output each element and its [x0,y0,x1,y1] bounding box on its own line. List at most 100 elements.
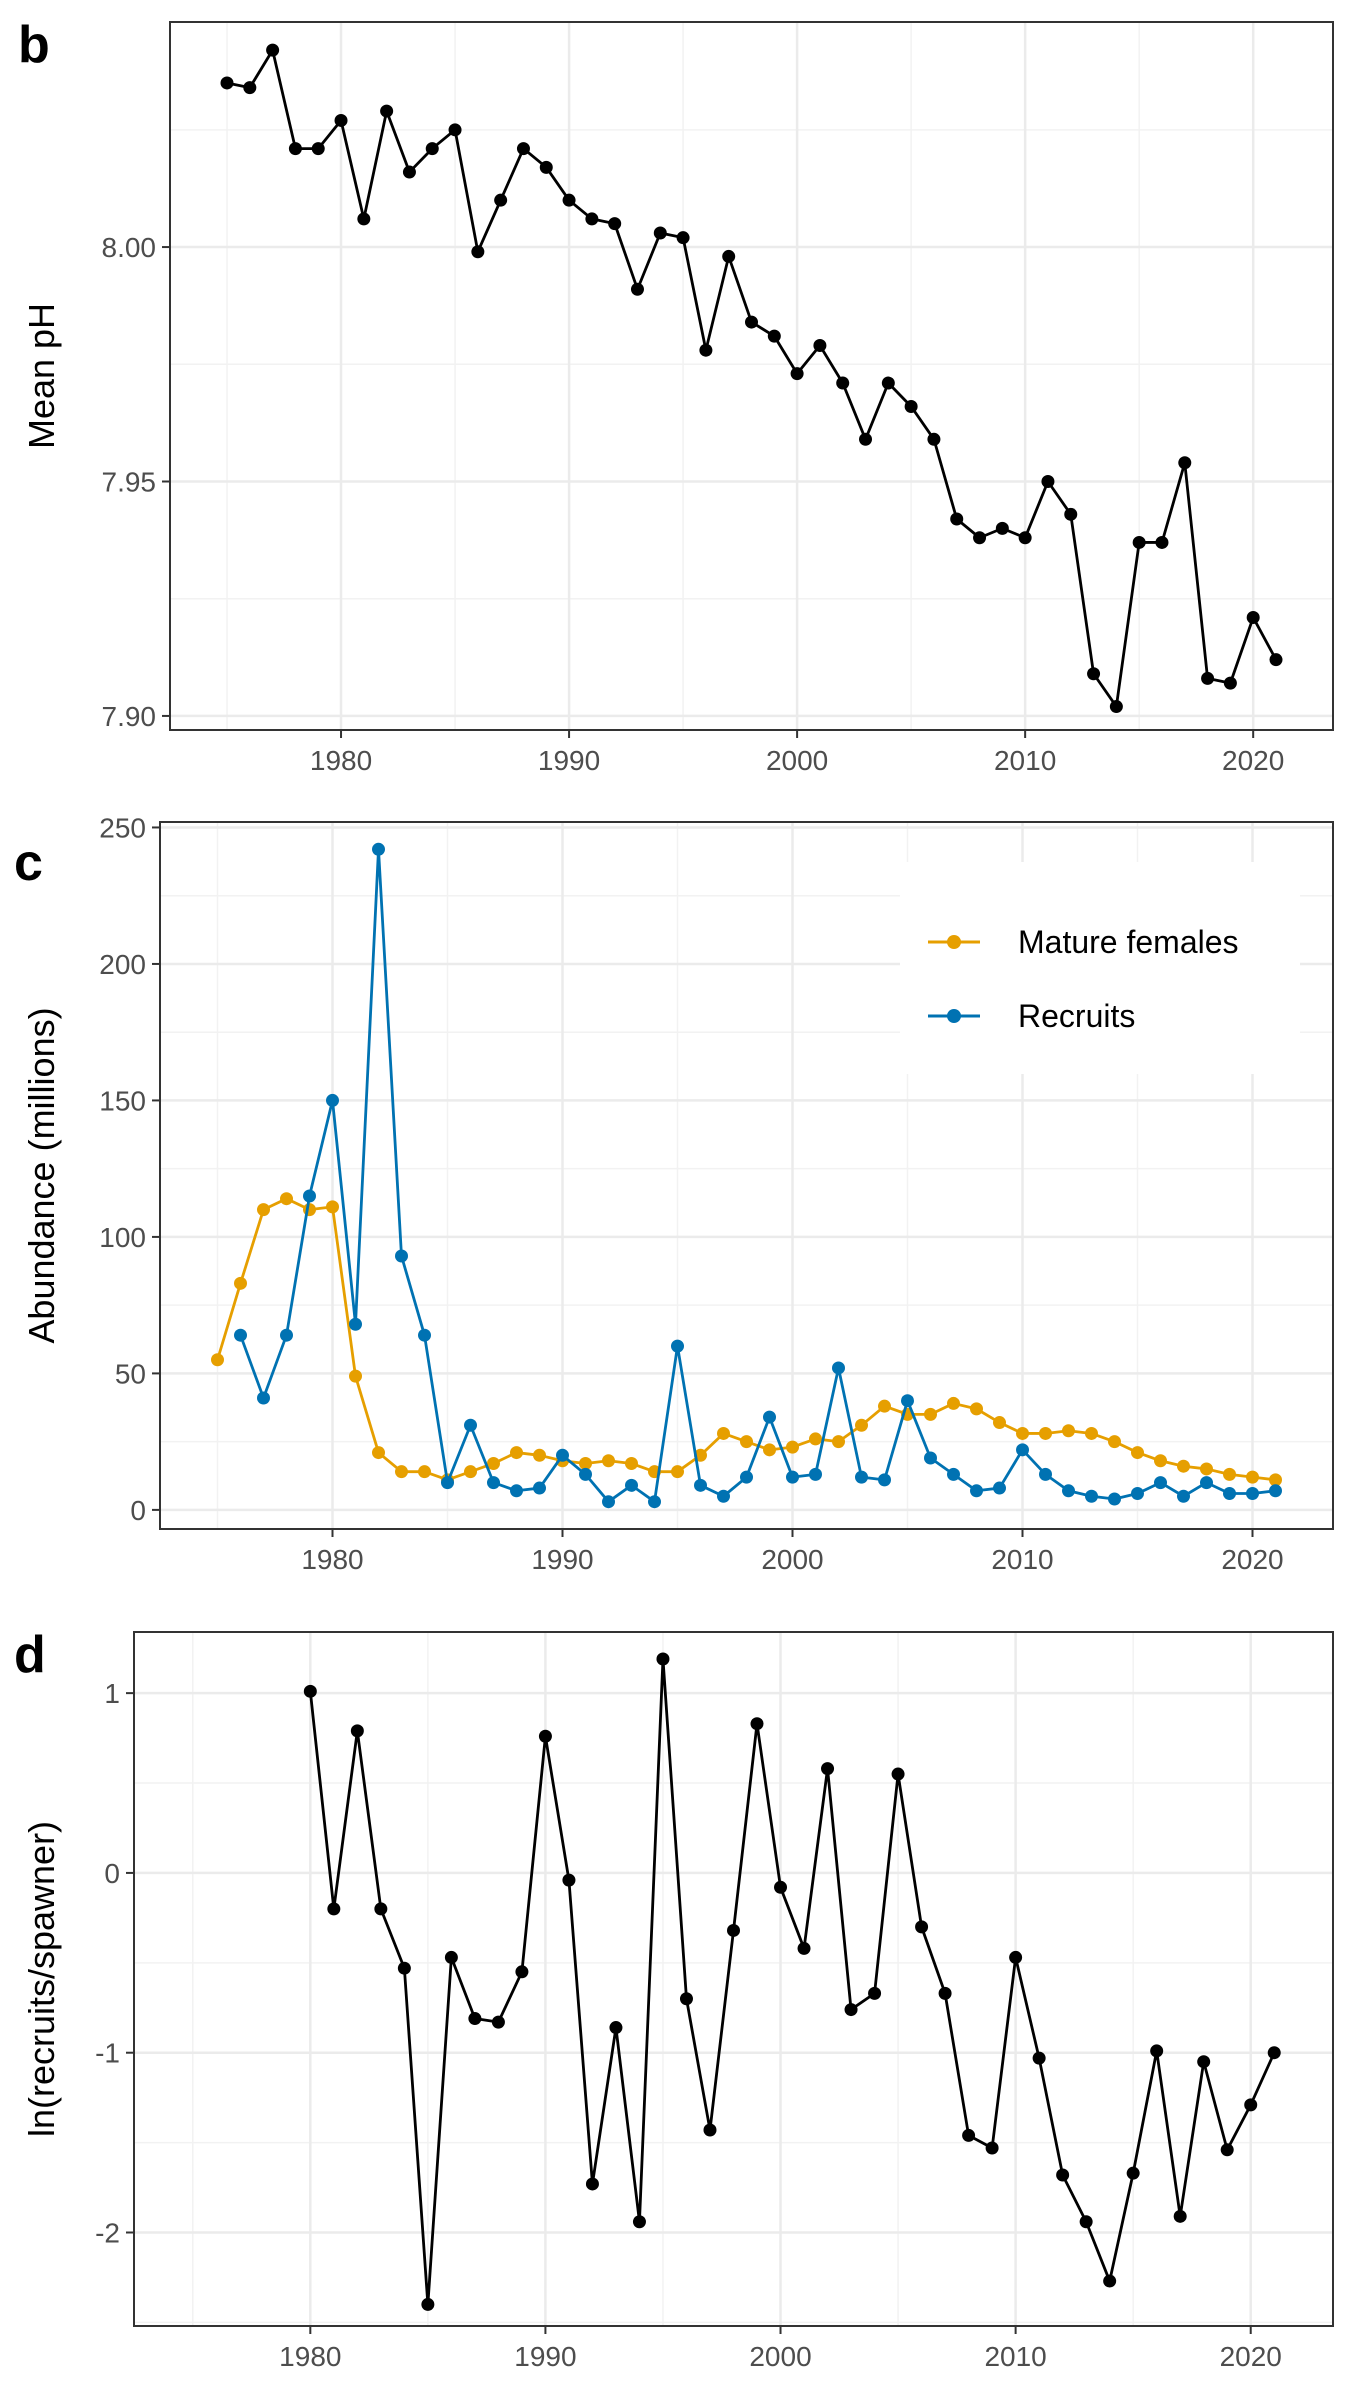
data-point [609,2021,623,2035]
data-point [717,1489,730,1503]
data-point [973,531,987,545]
data-point [1132,535,1146,549]
data-point [562,193,576,207]
data-point [421,2297,435,2311]
legend-label: Recruits [1018,998,1135,1034]
data-point [985,2141,999,2155]
data-point [855,1418,868,1432]
data-point [425,142,439,156]
data-point [397,1961,411,1975]
data-point [487,1456,500,1470]
data-point [464,1418,477,1432]
data-point [349,1369,362,1383]
data-point [630,282,644,296]
data-point [579,1467,592,1481]
data-point [303,1203,316,1217]
panel-label: d [14,1626,46,1684]
data-point [539,160,553,174]
data-point [471,245,485,259]
data-point [327,1902,341,1916]
data-point [402,165,416,179]
data-point [1131,1446,1144,1460]
series-line [239,847,1276,1504]
data-point [1177,1459,1190,1473]
axis-ticks: 1980 1990 2000 2010 2020 -2 -1 0 1 [95,1678,1282,2372]
data-point [372,1446,385,1460]
x-tick-label: 2010 [991,1544,1053,1575]
data-point [602,1495,615,1509]
y-tick-label: 8.00 [102,232,157,263]
data-point [448,123,462,137]
data-point [722,249,736,263]
y-tick-label: 150 [99,1085,146,1116]
data-point [891,1767,905,1781]
y-axis-title: ln(recruits/spawner) [21,1821,62,2137]
data-point [1220,2143,1234,2157]
data-point [809,1467,822,1481]
series-line-0 [303,1652,1281,2311]
data-point [625,1478,638,1492]
data-point [602,1454,615,1468]
panel-border [133,1631,1334,2327]
data-point [1173,2209,1187,2223]
data-point [1016,1426,1029,1440]
data-point [533,1481,546,1495]
data-point [1154,1454,1167,1468]
data-point [1016,1443,1029,1457]
y-tick-label: 0 [104,1858,120,1889]
y-tick-label: 0 [130,1495,146,1526]
data-point [679,1992,693,2006]
x-tick-label: 2000 [749,2341,811,2372]
data-point [538,1729,552,1743]
data-point [464,1465,477,1479]
data-point [1009,1950,1023,1964]
y-tick-label: 200 [99,949,146,980]
gridlines [134,1632,1333,2326]
series-mature-females [211,1192,1282,1487]
x-tick-label: 2010 [994,745,1056,776]
data-point [1269,653,1283,667]
data-point [901,1394,914,1408]
y-axis-title: Abundance (millions) [21,1007,62,1343]
data-point [288,142,302,156]
x-tick-label: 2000 [761,1544,823,1575]
data-point [510,1484,523,1498]
x-tick-label: 1990 [538,745,600,776]
data-point [585,2177,599,2191]
panel-c: 1980 1990 2000 2010 2020 0 50 100 150 200 250 Abund… [14,812,1334,1575]
data-point [266,43,280,57]
data-point [1087,667,1101,681]
data-point [786,1440,799,1454]
data-point [350,1724,364,1738]
data-point [774,1880,788,1894]
data-point [995,521,1009,535]
data-point [280,1328,293,1342]
axis-ticks: 1980 1990 2000 2010 2020 7.90 7.95 8.00 [102,232,1285,776]
series-recruits [234,842,1282,1509]
data-point [234,1328,247,1342]
data-point [1039,1426,1052,1440]
data-point [211,1353,224,1367]
data-point [656,1652,670,1666]
data-point [1200,1462,1213,1476]
data-point [836,376,850,390]
x-tick-label: 1980 [310,745,372,776]
data-point [947,1467,960,1481]
data-point [740,1435,753,1449]
data-point [515,1965,529,1979]
data-point [786,1470,799,1484]
data-point [993,1416,1006,1430]
data-point [608,217,622,231]
data-point [924,1451,937,1465]
data-point [855,1470,868,1484]
legend-key-point [947,1009,961,1023]
data-point [1201,671,1215,685]
data-point [632,2215,646,2229]
data-point [418,1328,431,1342]
data-point [648,1495,661,1509]
series-line-0 [220,43,1283,714]
data-point [717,1426,730,1440]
data-point [1041,474,1055,488]
data-point [1126,2166,1140,2180]
legend-key-point [947,935,961,949]
